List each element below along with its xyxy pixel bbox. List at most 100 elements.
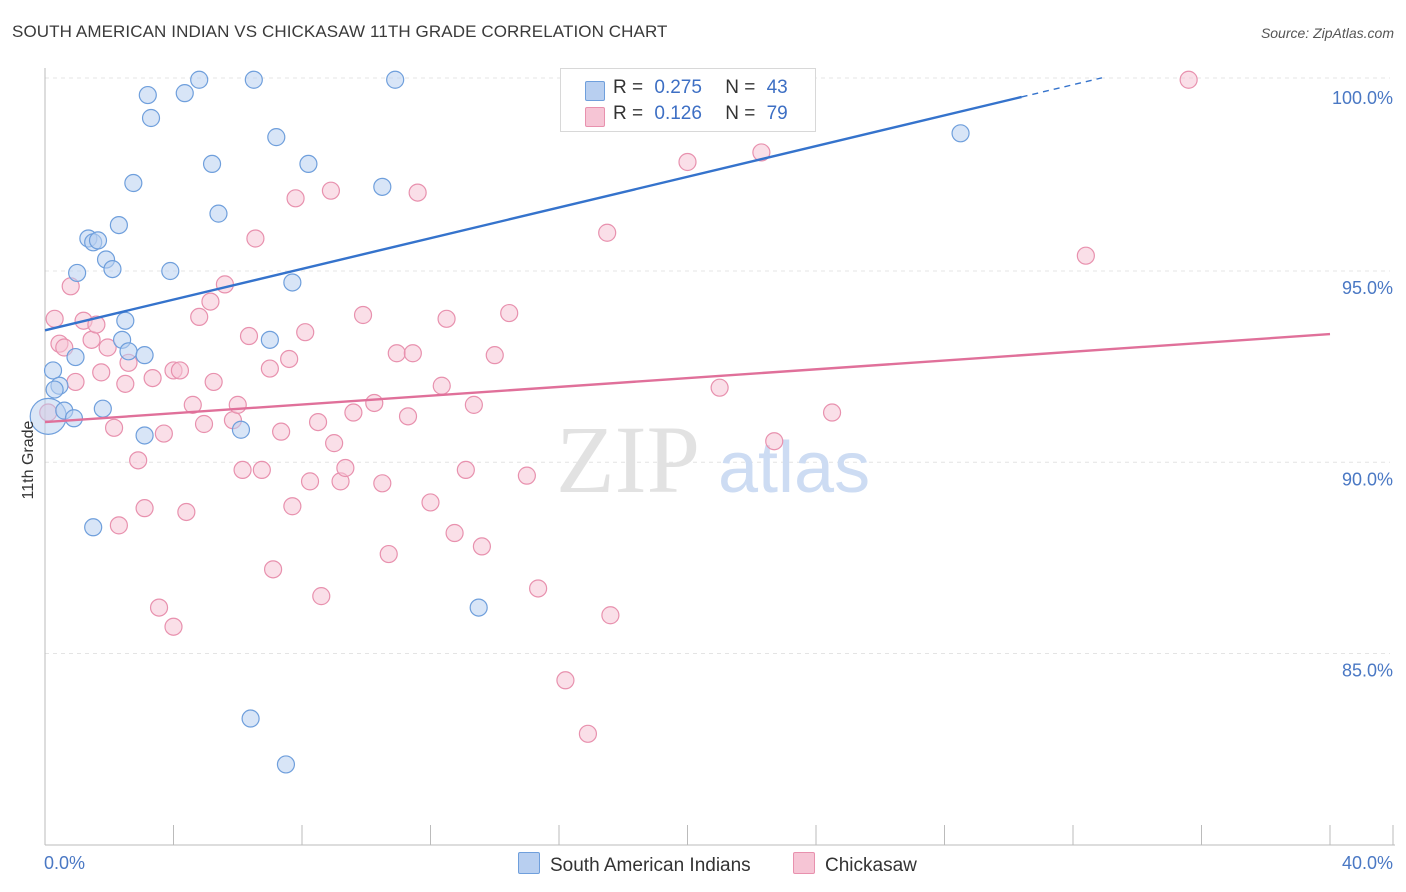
south-american-indian-point (209, 204, 228, 223)
y-axis-title: 11th Grade (20, 420, 37, 499)
trend-lines (44, 77, 1331, 424)
chickasaw-point (296, 323, 315, 342)
south-american-indian-point (43, 361, 63, 380)
chickasaw-point (98, 338, 117, 357)
chickasaw-trend-line (44, 332, 1331, 424)
south-american-indian-point (141, 108, 161, 128)
chickasaw-point (598, 223, 617, 242)
chickasaw-point (398, 407, 418, 426)
south-american-indian-point (84, 518, 103, 537)
legend-label: Chickasaw (825, 855, 917, 876)
chickasaw-point (190, 307, 209, 326)
chickasaw-point (437, 309, 456, 328)
south-american-indian-point (231, 420, 251, 439)
chickasaw-point (194, 414, 214, 434)
chickasaw-point (344, 403, 363, 422)
chickasaw-point (201, 292, 220, 311)
chickasaw-point (246, 229, 265, 248)
y-tick-label: 90.0% (1342, 469, 1393, 489)
grid-lines (45, 77, 1390, 654)
chickasaw-point (215, 275, 234, 294)
chickasaw-point (116, 374, 135, 393)
chickasaw-point (170, 361, 190, 380)
south-american-indian-point (299, 154, 318, 173)
south-american-indian-point (124, 173, 143, 193)
chickasaw-point (365, 393, 384, 413)
south-american-indian-point (260, 330, 279, 349)
south-american-indian-point (116, 311, 135, 330)
south-american-indian-point (386, 70, 405, 89)
chickasaw-point (472, 537, 491, 556)
chickasaw-point (260, 359, 279, 378)
chickasaw-point (373, 474, 392, 493)
legend-swatch-pink (793, 852, 815, 874)
south-american-indian-point (244, 70, 263, 89)
chickasaw-point (379, 544, 398, 564)
chickasaw-point (500, 303, 519, 323)
legend-row-blue: R = 0.275 N = 43 (585, 77, 788, 101)
chickasaw-point (164, 617, 183, 636)
south-american-indian-point (64, 409, 84, 428)
chickasaw-point (272, 422, 291, 441)
chickasaw-point (456, 460, 475, 479)
chickasaw-point (92, 363, 111, 382)
chickasaw-point (325, 434, 344, 453)
south-american-indian-points (29, 70, 970, 774)
legend-swatch-pink (585, 107, 605, 127)
south-american-indian-point (373, 177, 392, 196)
chickasaw-point (312, 587, 331, 606)
legend-swatch-blue (518, 852, 540, 874)
chickasaw-point (529, 579, 548, 598)
source-label: Source: ZipAtlas.com (1260, 25, 1394, 41)
tick-labels: 85.0% 90.0% 95.0% 100.0% 0.0% 40.0% (44, 88, 1393, 873)
south-american-indian-point (283, 273, 302, 292)
chickasaw-point (228, 395, 247, 414)
chickasaw-point (601, 606, 620, 625)
chickasaw-point (578, 724, 598, 743)
south-american-indian-point (88, 231, 108, 250)
chickasaw-point (353, 305, 373, 325)
chickasaw-point (445, 523, 464, 543)
chickasaw-point (129, 451, 148, 470)
south-american-indian-point (951, 124, 970, 143)
chickasaw-point (204, 372, 223, 392)
legend-r-label: R = (613, 103, 644, 124)
south-american-indian-point (66, 347, 85, 367)
south-american-indian-point (138, 85, 157, 105)
legend-row-pink: R = 0.126 N = 79 (585, 103, 788, 127)
watermark: ZIP atlas (556, 406, 870, 513)
south-american-indian-trend-extension (1021, 77, 1103, 98)
x-tick-label: 0.0% (44, 853, 85, 873)
chickasaw-point (66, 372, 85, 392)
chickasaw-point (710, 378, 729, 397)
y-tick-label: 100.0% (1332, 88, 1393, 108)
legend-n-value: 79 (766, 103, 788, 124)
south-american-indian-point (190, 70, 209, 89)
legend-item-south-american-indians: South American Indians (518, 852, 751, 877)
legend-n-value: 43 (766, 77, 788, 98)
legend-n-label: N = (725, 77, 756, 98)
chickasaw-point (387, 344, 406, 363)
chickasaw-point (149, 598, 169, 617)
chickasaw-point (1179, 70, 1198, 89)
chickasaw-point (300, 472, 320, 491)
y-tick-label: 85.0% (1342, 661, 1393, 681)
chickasaw-point (308, 412, 328, 432)
chickasaw-point (263, 560, 283, 579)
chickasaw-point (233, 460, 252, 479)
correlation-legend: R = 0.275 N = 43 R = 0.126 N = 79 (560, 68, 816, 132)
chickasaw-point (485, 346, 504, 365)
south-american-indian-point (68, 263, 87, 283)
chickasaw-point (104, 418, 124, 437)
chickasaw-point (239, 326, 259, 346)
south-american-indian-trend-line (44, 95, 1022, 332)
chickasaw-point (464, 395, 483, 414)
south-american-indian-point (469, 598, 488, 617)
south-american-indian-point (119, 342, 138, 361)
chickasaw-point (82, 330, 101, 349)
legend-n-label: N = (725, 103, 756, 124)
chickasaw-point (336, 458, 355, 478)
legend-label: South American Indians (550, 855, 751, 876)
south-american-indian-point (103, 259, 122, 279)
